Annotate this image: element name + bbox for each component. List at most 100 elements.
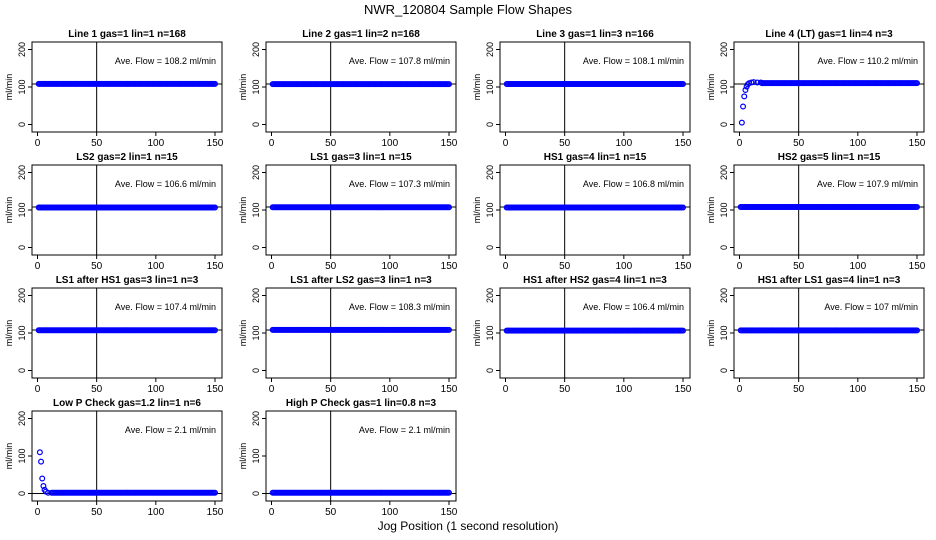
- x-tick-label: 50: [325, 138, 337, 149]
- x-tick-label: 0: [35, 261, 41, 272]
- data-series: [269, 326, 453, 333]
- x-tick-label: 50: [559, 384, 571, 395]
- x-tick-label: 0: [737, 261, 743, 272]
- y-tick-label: 0: [251, 368, 261, 373]
- data-point: [679, 204, 686, 211]
- y-tick-label: 0: [251, 245, 261, 250]
- y-axis-label: ml/min: [4, 443, 14, 470]
- panel-title: Line 4 (LT) gas=1 lin=4 n=3: [765, 29, 893, 40]
- average-flow-annotation: Ave. Flow = 107.8 ml/min: [349, 56, 450, 66]
- x-tick-label: 100: [147, 507, 164, 518]
- panel-title: HS1 after LS1 gas=4 lin=1 n=3: [758, 275, 901, 286]
- data-series: [503, 80, 686, 87]
- y-tick-label: 100: [251, 202, 261, 217]
- panel-7: HS1 gas=4 lin=1 n=15 0 100 200 ml/min 0 50 100 1…: [472, 152, 692, 272]
- data-point: [913, 204, 920, 211]
- y-tick-label: 100: [719, 202, 729, 217]
- average-flow-annotation: Ave. Flow = 107.3 ml/min: [349, 179, 450, 189]
- x-tick-label: 50: [91, 261, 103, 272]
- x-tick-label: 50: [793, 261, 805, 272]
- average-flow-annotation: Ave. Flow = 106.8 ml/min: [583, 179, 684, 189]
- average-flow-annotation: Ave. Flow = 108.1 ml/min: [583, 56, 684, 66]
- y-axis-label: ml/min: [238, 197, 248, 224]
- y-tick-label: 200: [485, 165, 495, 180]
- x-tick-label: 150: [909, 261, 926, 272]
- panel-title: HS1 gas=4 lin=1 n=15: [544, 152, 647, 163]
- y-tick-label: 0: [17, 245, 27, 250]
- panel-title: HS2 gas=5 lin=1 n=15: [778, 152, 881, 163]
- data-point: [36, 449, 43, 456]
- x-tick-label: 150: [207, 261, 224, 272]
- panel-title: Line 1 gas=1 lin=1 n=168: [68, 29, 186, 40]
- data-series: [35, 80, 219, 87]
- x-tick-label: 0: [503, 384, 509, 395]
- y-axis-label: ml/min: [4, 320, 14, 347]
- y-axis-label: ml/min: [706, 197, 716, 224]
- x-tick-label: 0: [35, 384, 41, 395]
- x-tick-label: 150: [675, 138, 692, 149]
- panel-title: LS1 after HS1 gas=3 lin=1 n=3: [56, 275, 199, 286]
- x-tick-label: 100: [849, 138, 866, 149]
- data-point: [212, 327, 219, 334]
- x-tick-label: 50: [793, 138, 805, 149]
- x-tick-label: 150: [441, 384, 458, 395]
- x-tick-label: 50: [91, 384, 103, 395]
- panel-title: Line 3 gas=1 lin=3 n=166: [536, 29, 654, 40]
- y-tick-label: 100: [17, 79, 27, 94]
- data-series: [737, 204, 920, 211]
- average-flow-annotation: Ave. Flow = 108.2 ml/min: [115, 56, 216, 66]
- average-flow-annotation: Ave. Flow = 107 ml/min: [824, 302, 918, 312]
- x-tick-label: 100: [615, 138, 632, 149]
- y-axis-label: ml/min: [238, 74, 248, 101]
- average-flow-annotation: Ave. Flow = 107.4 ml/min: [115, 302, 216, 312]
- panel-title: HS1 after HS2 gas=4 lin=1 n=3: [523, 275, 667, 286]
- y-axis-label: ml/min: [706, 74, 716, 101]
- data-point: [679, 327, 686, 334]
- data-point: [446, 204, 453, 211]
- x-tick-label: 150: [207, 507, 224, 518]
- x-tick-label: 0: [269, 384, 275, 395]
- data-point: [40, 483, 47, 490]
- x-tick-label: 0: [35, 507, 41, 518]
- x-tick-label: 150: [441, 261, 458, 272]
- y-axis-label: ml/min: [472, 197, 482, 224]
- y-tick-label: 100: [17, 448, 27, 463]
- y-tick-label: 200: [251, 42, 261, 57]
- y-tick-label: 0: [719, 122, 729, 127]
- y-axis-label: ml/min: [472, 74, 482, 101]
- y-tick-label: 200: [17, 42, 27, 57]
- x-tick-label: 50: [559, 261, 571, 272]
- x-tick-label: 150: [441, 138, 458, 149]
- x-tick-label: 0: [737, 138, 743, 149]
- panel-title: LS1 gas=3 lin=1 n=15: [310, 152, 412, 163]
- data-point: [212, 489, 219, 496]
- x-tick-label: 0: [35, 138, 41, 149]
- data-point: [913, 80, 920, 87]
- panel-14: High P Check gas=1 lin=0.8 n=3 0 100 200 ml/…: [238, 398, 458, 518]
- y-tick-label: 200: [719, 165, 729, 180]
- data-series: [737, 327, 920, 334]
- y-axis-label: ml/min: [4, 74, 14, 101]
- x-tick-label: 100: [147, 138, 164, 149]
- y-tick-label: 100: [251, 79, 261, 94]
- y-tick-label: 100: [719, 325, 729, 340]
- x-tick-label: 50: [325, 384, 337, 395]
- panel-1: Line 1 gas=1 lin=1 n=168 0 100 200 ml/min 0 50…: [4, 29, 224, 149]
- x-tick-label: 0: [503, 138, 509, 149]
- panel-6: LS1 gas=3 lin=1 n=15 0 100 200 ml/min 0 50 100 1…: [238, 152, 458, 272]
- y-tick-label: 200: [719, 288, 729, 303]
- data-point: [446, 489, 453, 496]
- y-tick-label: 0: [17, 368, 27, 373]
- data-series: [269, 204, 453, 211]
- x-tick-label: 150: [441, 507, 458, 518]
- y-tick-label: 200: [17, 288, 27, 303]
- data-point: [750, 79, 757, 86]
- y-tick-label: 0: [251, 122, 261, 127]
- y-tick-label: 0: [251, 491, 261, 496]
- panel-title: Line 2 gas=1 lin=2 n=168: [302, 29, 420, 40]
- panel-title: High P Check gas=1 lin=0.8 n=3: [286, 398, 437, 409]
- x-tick-label: 100: [147, 261, 164, 272]
- average-flow-annotation: Ave. Flow = 2.1 ml/min: [359, 425, 450, 435]
- data-series: [269, 81, 453, 88]
- y-tick-label: 100: [485, 79, 495, 94]
